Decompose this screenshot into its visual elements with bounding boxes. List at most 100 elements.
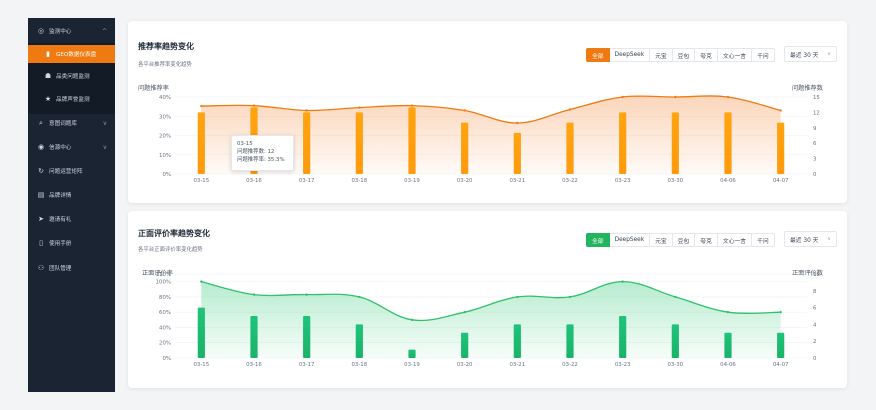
star-icon: ★	[44, 95, 52, 103]
bar	[197, 112, 205, 174]
y-right-tick-label: 2	[813, 339, 816, 345]
sidebar-item-0[interactable]: ◎ 监测中心 ^	[28, 22, 115, 40]
date-range-value: 最近 30 天	[790, 237, 819, 244]
card-subtitle: 各平台正面评价率变化趋势	[138, 247, 203, 253]
bar	[355, 112, 363, 174]
sidebar-item-label: 品类问题监测	[56, 74, 90, 80]
date-range-select[interactable]: 最近 30 天 ∨	[784, 46, 837, 62]
bar	[566, 122, 574, 174]
bar	[303, 316, 311, 358]
chevron-icon: ∨	[102, 119, 107, 127]
x-tick-label: 03-15	[193, 362, 209, 368]
filter-button[interactable]: 元宝	[650, 48, 673, 62]
sidebar-item-1[interactable]: ▮ GEO数据仪表盘	[28, 45, 115, 63]
sidebar-item-2[interactable]: ☗ 品类问题监测	[28, 67, 115, 85]
filter-button[interactable]: 文心一言	[717, 233, 753, 247]
tooltip-rate: 问题推荐率: 35.3%	[237, 157, 285, 163]
x-tick-label: 03-19	[404, 178, 420, 184]
tooltip-date: 03-15	[237, 141, 253, 147]
filter-button[interactable]: 全部	[586, 48, 610, 62]
x-tick-label: 03-16	[246, 178, 262, 184]
positive-review-rate-card: 正面评价率趋势变化 各平台正面评价率变化趋势 正面评价率 正面评价数 全部 Dee…	[128, 211, 847, 388]
people-icon: ☗	[44, 72, 52, 80]
series-area	[201, 281, 781, 358]
date-range-value: 最近 30 天	[790, 52, 819, 59]
x-tick-label: 04-06	[720, 362, 736, 368]
series-point	[305, 293, 308, 296]
series-point	[621, 280, 624, 283]
date-range-select[interactable]: 最近 30 天 ∨	[784, 231, 837, 247]
series-point	[358, 295, 361, 299]
sidebar-item-3[interactable]: ★ 品牌声誉监测	[28, 90, 115, 108]
y-right-tick-label: 4	[813, 322, 817, 328]
y-left-tick-label: 30%	[159, 114, 171, 120]
platform-filter: 全部 DeepSeek 元宝 豆包 夸克 文心一言 千问	[586, 233, 775, 247]
sidebar-item-6[interactable]: ↻ 问题运营矩阵	[28, 162, 115, 180]
series-point	[410, 318, 414, 322]
sidebar-item-5[interactable]: ◉ 信源中心 ∨	[28, 138, 115, 156]
filter-button[interactable]: DeepSeek	[609, 48, 651, 62]
series-point	[674, 295, 677, 299]
sidebar-item-label: 信源中心	[49, 145, 72, 151]
bar	[671, 324, 679, 358]
series-point	[726, 95, 730, 99]
x-tick-label: 03-17	[299, 178, 315, 184]
search-icon: ⌕	[39, 118, 43, 127]
positive-review-rate-chart: 0% 20% 40% 60% 80% 100% 110% 0 2 4 6 8 10 03-15 03-16 0…	[156, 272, 821, 368]
series-point	[252, 104, 256, 107]
sidebar-item-label: 意图词题库	[49, 121, 77, 127]
x-tick-label: 03-30	[667, 178, 683, 184]
y-right-tick-label: 6	[813, 306, 817, 312]
filter-button[interactable]: 千问	[752, 233, 775, 247]
x-tick-label: 03-20	[457, 362, 473, 368]
x-tick-label: 03-18	[351, 178, 367, 184]
bar	[461, 122, 469, 174]
sidebar-item-8[interactable]: ➤ 邀请有礼	[28, 210, 115, 228]
x-tick-label: 03-22	[562, 362, 578, 368]
series-point	[358, 106, 361, 109]
x-tick-label: 03-20	[457, 178, 473, 184]
x-tick-label: 03-21	[509, 362, 525, 368]
series-point	[305, 109, 308, 112]
y-left-tick-label: 80%	[159, 295, 171, 301]
bar	[671, 112, 679, 174]
tooltip-count: 问题推荐数: 12	[237, 149, 275, 155]
sidebar-item-9[interactable]: ▯ 使用手册	[28, 234, 115, 252]
filter-button[interactable]: 元宝	[650, 233, 673, 247]
filter-button[interactable]: 千问	[752, 48, 775, 62]
y-right-tick-label: 12	[813, 110, 820, 116]
chart-tooltip: 03-15 问题推荐数: 12 问题推荐率: 35.3%	[231, 135, 294, 171]
refresh-icon: ↻	[38, 167, 44, 175]
sidebar-item-4[interactable]: ⌕ 意图词题库 ∨	[28, 114, 115, 132]
sidebar: ◎ 监测中心 ^ ▮ GEO数据仪表盘 ☗ 品类问题监测 ★ 品牌声誉监测 ⌕ 意图词题库 ∨ ◉ 信源中…	[28, 18, 115, 392]
sidebar-item-7[interactable]: ▤ 品牌详情	[28, 186, 115, 204]
bar	[619, 316, 627, 358]
y-right-tick-label: 15	[813, 95, 820, 101]
bar	[408, 107, 416, 174]
filter-button[interactable]: 豆包	[672, 233, 696, 247]
bar	[619, 112, 627, 174]
x-tick-label: 03-17	[299, 362, 315, 368]
filter-button[interactable]: 全部	[586, 233, 610, 247]
y-left-tick-label: 60%	[159, 310, 171, 316]
bar-chart-icon: ▮	[46, 50, 50, 58]
series-point	[200, 280, 203, 283]
y-right-tick-label: 0	[813, 356, 817, 362]
filter-button[interactable]: 夸克	[695, 48, 718, 62]
card-title: 正面评价率趋势变化	[138, 229, 210, 238]
filter-button[interactable]: 豆包	[672, 48, 696, 62]
filter-button[interactable]: DeepSeek	[609, 233, 651, 247]
sidebar-item-label: 品牌声誉监测	[56, 97, 90, 103]
sidebar-item-label: 团队管理	[49, 266, 72, 272]
series-point	[779, 109, 782, 112]
filter-button[interactable]: 文心一言	[717, 48, 753, 62]
y-right-axis-label: 正面评价数	[792, 270, 823, 277]
sidebar-item-label: GEO数据仪表盘	[56, 52, 97, 58]
send-icon: ➤	[38, 215, 44, 223]
bar	[197, 307, 205, 358]
filter-button[interactable]: 夸克	[695, 233, 718, 247]
sidebar-item-10[interactable]: ⚇ 团队管理	[28, 259, 115, 277]
series-point	[252, 293, 256, 296]
x-tick-label: 03-23	[615, 362, 631, 368]
sidebar-item-label: 品牌详情	[49, 193, 72, 199]
